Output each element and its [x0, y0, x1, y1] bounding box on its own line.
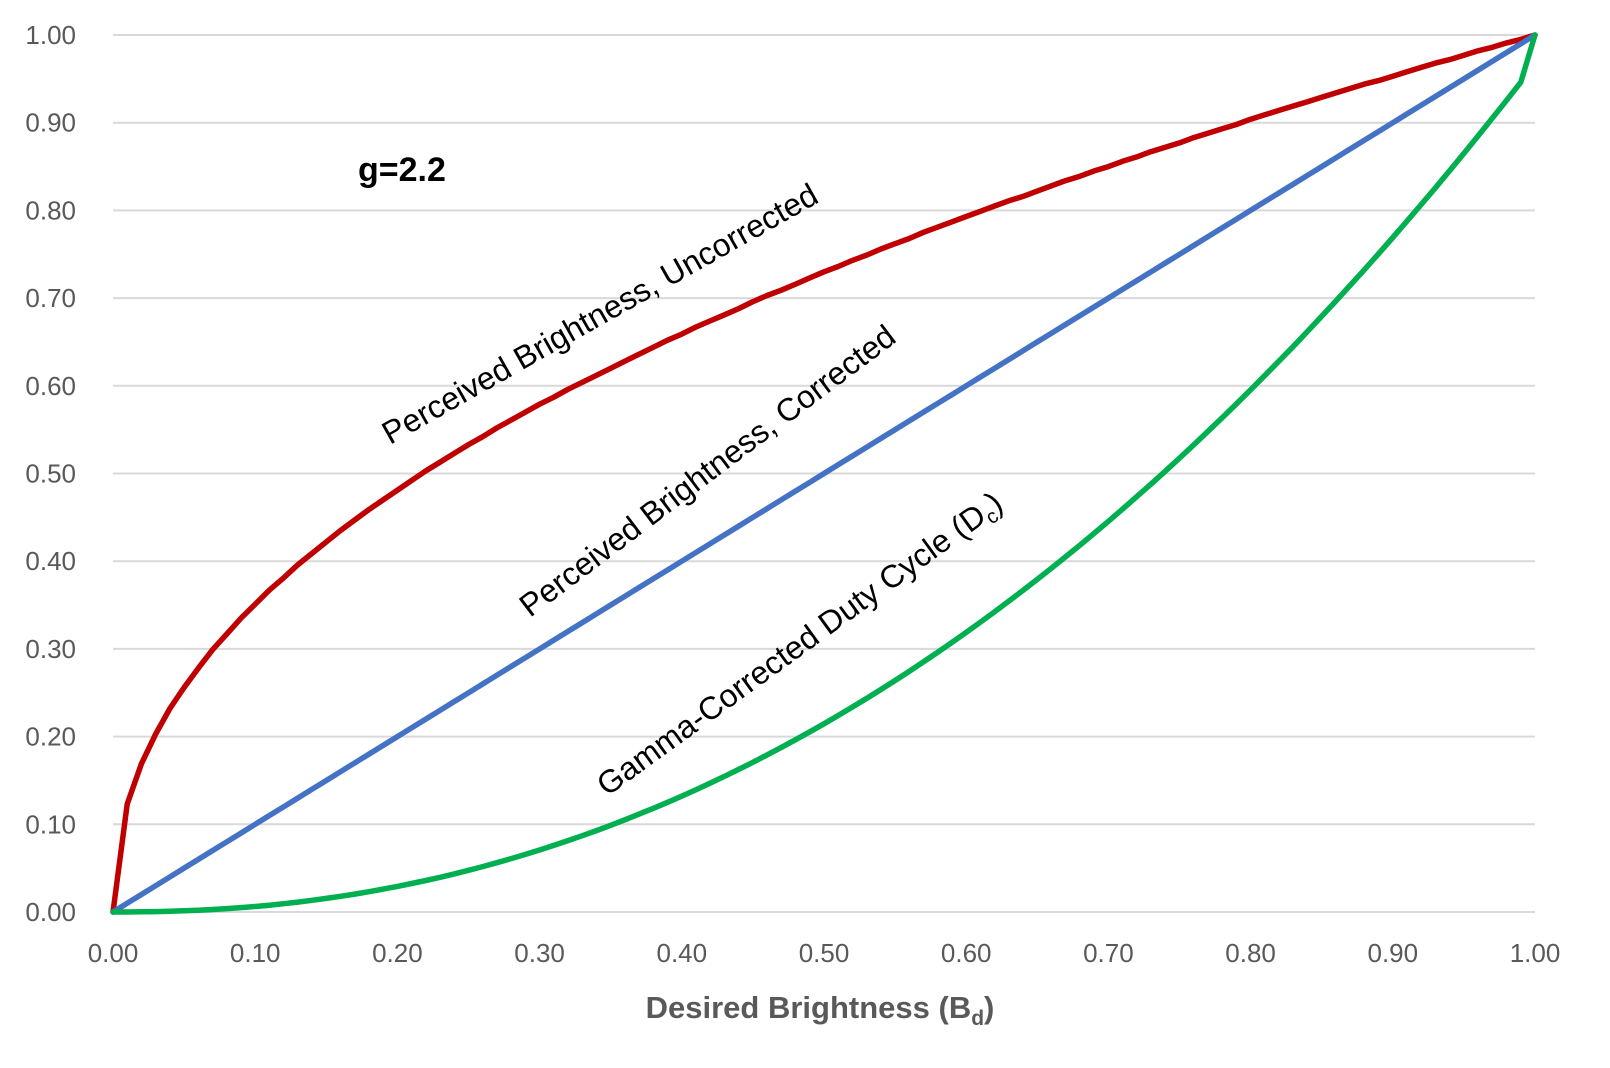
- x-axis-ticks: 0.00 0.10 0.20 0.30 0.40 0.50 0.60 0.70 0.80 0.90…: [88, 938, 1561, 968]
- y-tick-label: 0.50: [25, 459, 76, 489]
- x-axis-label: Desired Brightness (Bd): [646, 990, 995, 1030]
- y-tick-label: 0.90: [25, 108, 76, 138]
- x-tick-label: 0.90: [1367, 938, 1418, 968]
- y-tick-label: 0.40: [25, 546, 76, 576]
- x-tick-label: 0.40: [656, 938, 707, 968]
- x-tick-label: 0.30: [514, 938, 565, 968]
- label-corrected: Perceived Brightness, Corrected: [513, 318, 903, 624]
- series-lines: [110, 32, 1538, 915]
- x-tick-label: 0.10: [230, 938, 281, 968]
- x-tick-label: 0.60: [941, 938, 992, 968]
- gamma-annotation: g=2.2: [358, 151, 446, 189]
- y-tick-label: 0.80: [25, 195, 76, 225]
- x-tick-label: 0.00: [88, 938, 139, 968]
- y-tick-label: 1.00: [25, 20, 76, 50]
- x-tick-label: 1.00: [1510, 938, 1561, 968]
- x-tick-label: 0.50: [799, 938, 850, 968]
- x-axis-label-main: Desired Brightness (B: [646, 990, 972, 1025]
- y-axis-ticks: 0.00 0.10 0.20 0.30 0.40 0.50 0.60 0.70 0.80 0.90…: [25, 20, 76, 927]
- x-axis-label-close: ): [984, 990, 994, 1025]
- x-axis-label-sub: d: [971, 1007, 984, 1030]
- y-tick-label: 0.00: [25, 897, 76, 927]
- series-uncorrected-line: [110, 32, 1538, 915]
- y-tick-label: 0.60: [25, 371, 76, 401]
- y-tick-label: 0.20: [25, 722, 76, 752]
- y-tick-label: 0.10: [25, 809, 76, 839]
- y-tick-label: 0.70: [25, 283, 76, 313]
- y-tick-label: 0.30: [25, 634, 76, 664]
- series-duty-cycle-line: [110, 32, 1538, 915]
- x-tick-label: 0.70: [1083, 938, 1134, 968]
- x-tick-label: 0.20: [372, 938, 423, 968]
- series-corrected-line: [110, 32, 1538, 915]
- x-tick-label: 0.80: [1225, 938, 1276, 968]
